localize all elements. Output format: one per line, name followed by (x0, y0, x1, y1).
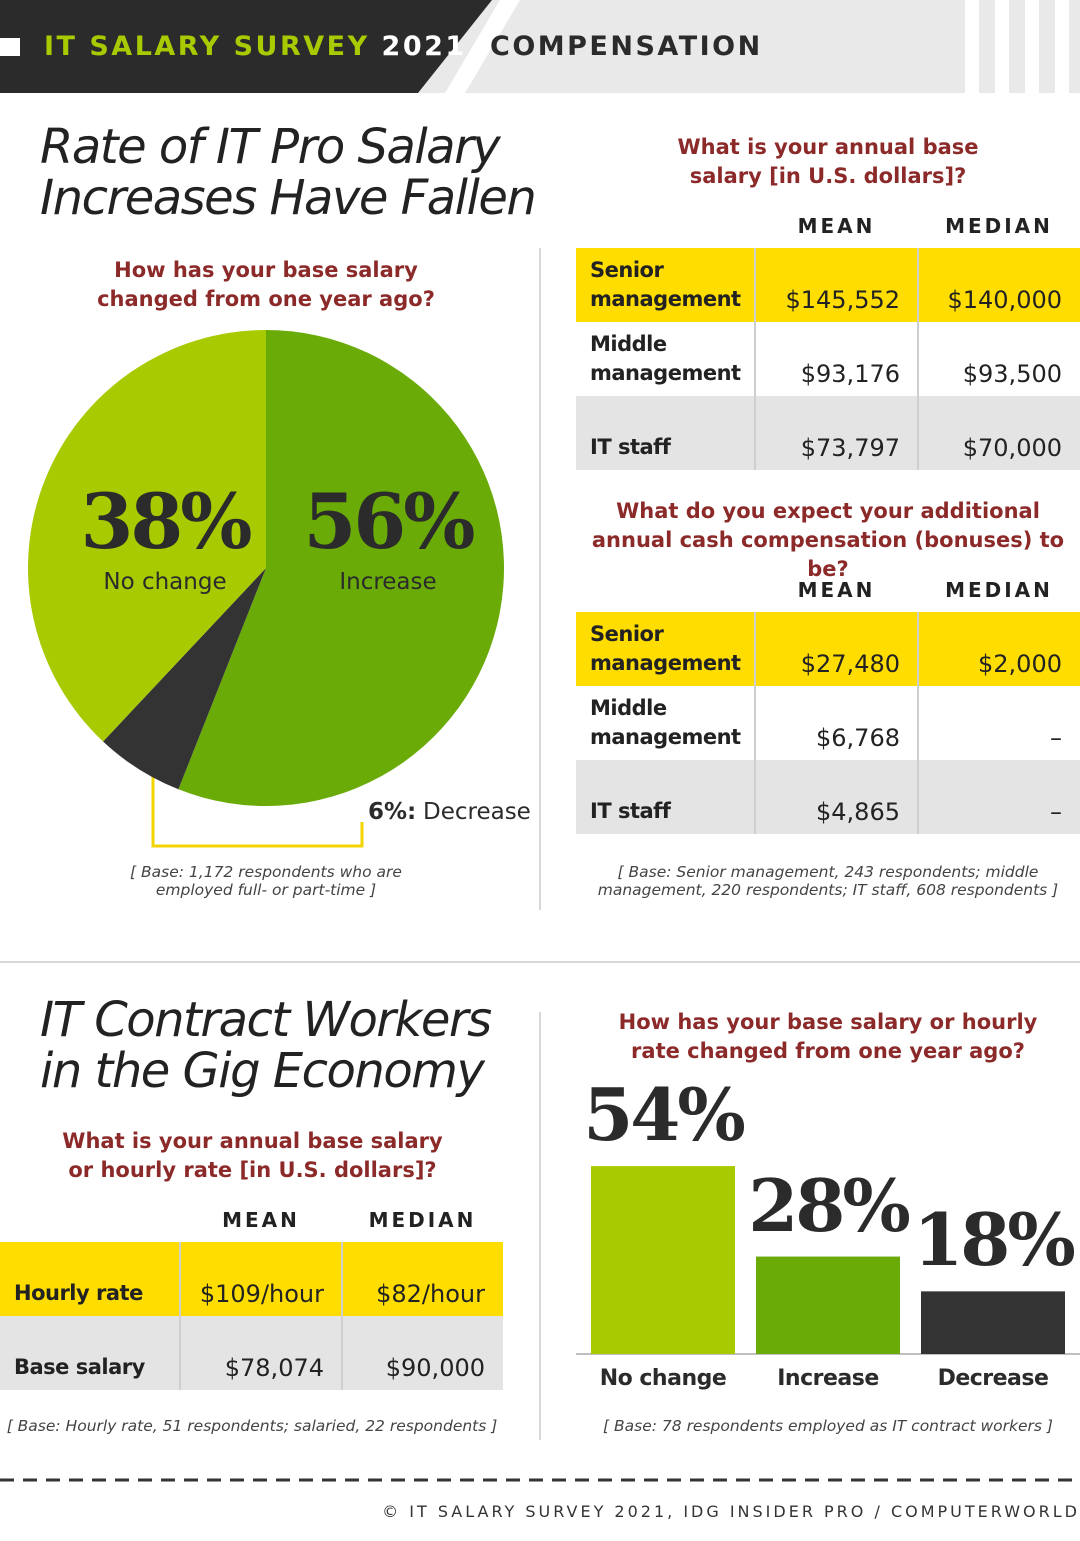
table-row (576, 322, 1080, 396)
question: What is your annual base salary or hourl… (62, 1129, 443, 1182)
mean-value: $4,865 (816, 798, 900, 826)
row-label: IT staff (590, 435, 671, 459)
slice-value: 56% (303, 477, 476, 566)
table-row (576, 248, 1080, 322)
column-header: MEDIAN (945, 214, 1053, 238)
bar-value: 28% (748, 1162, 911, 1248)
footer: © IT SALARY SURVEY 2021, IDG INSIDER PRO… (382, 1502, 1080, 1521)
base-note: [ Base: 1,172 respondents who are employ… (130, 863, 402, 899)
table-row (576, 760, 1080, 834)
row-label: Middle management (590, 332, 741, 385)
slice-label: No change (103, 569, 227, 595)
row-label: IT staff (590, 799, 671, 823)
base-note: [ Base: Hourly rate, 51 respondents; sal… (6, 1417, 498, 1435)
mean-value: $109/hour (199, 1280, 324, 1308)
bar-value: 54% (583, 1072, 746, 1158)
column-header: MEAN (797, 578, 876, 602)
bar-value: 18% (913, 1197, 1076, 1283)
header-slash (445, 0, 520, 93)
mean-value: $145,552 (785, 286, 900, 314)
callout-line (151, 757, 364, 848)
slice-label: Decrease (423, 799, 531, 825)
median-value: – (1050, 724, 1062, 752)
chart-title: How has your base salary changed from on… (97, 258, 435, 311)
pie-slice (28, 330, 266, 742)
mean-value: $78,074 (224, 1354, 324, 1382)
table-row (0, 1316, 503, 1390)
base-note: [ Base: Senior management, 243 responden… (597, 863, 1059, 899)
median-value: – (1050, 798, 1062, 826)
table-row (576, 612, 1080, 686)
section-title: Rate of IT Pro Salary Increases Have Fal… (40, 119, 537, 226)
question: What is your annual base salary [in U.S.… (677, 135, 979, 188)
mean-value: $73,797 (800, 434, 900, 462)
header-dark (0, 0, 492, 93)
median-value: $70,000 (962, 434, 1062, 462)
mean-value: $27,480 (800, 650, 900, 678)
mean-value: $6,768 (816, 724, 900, 752)
section-title: IT Contract Workers in the Gig Economy (40, 992, 492, 1099)
header-stripes (965, 0, 1069, 93)
header-mark (0, 38, 20, 56)
year: 2021 (381, 31, 467, 62)
median-value: $90,000 (385, 1354, 485, 1382)
table-row (0, 1242, 503, 1316)
pie-slice (178, 330, 504, 806)
mean-value: $93,176 (800, 360, 900, 388)
median-value: $93,500 (962, 360, 1062, 388)
table-row (576, 686, 1080, 760)
bar (921, 1291, 1065, 1354)
section-label: COMPENSATION (490, 31, 763, 62)
pie-slice (103, 568, 266, 790)
column-header: MEDIAN (945, 578, 1053, 602)
bar-label: No change (599, 1366, 727, 1391)
column-header: MEDIAN (368, 1208, 477, 1232)
survey: IT SALARY SURVEY (44, 31, 370, 62)
bar (591, 1166, 735, 1354)
row-label: Senior management (590, 258, 741, 311)
slice-value: 6%: (368, 799, 417, 825)
median-value: $140,000 (947, 286, 1062, 314)
row-label: Base salary (14, 1355, 145, 1379)
column-header: MEAN (797, 214, 876, 238)
table-row (576, 396, 1080, 470)
median-value: $2,000 (978, 650, 1062, 678)
median-value: $82/hour (376, 1280, 485, 1308)
column-header: MEAN (222, 1208, 300, 1232)
bar-label: Increase (777, 1366, 879, 1391)
slice-value: 38% (80, 477, 253, 566)
header-title: IT SALARY SURVEY 2021 (44, 30, 467, 64)
slice-label: Increase (339, 569, 437, 595)
question: What do you expect your additional annua… (591, 499, 1065, 581)
bar-label: Decrease (937, 1366, 1049, 1391)
base-note: [ Base: 78 respondents employed as IT co… (603, 1417, 1053, 1435)
row-label: Hourly rate (14, 1281, 143, 1305)
chart-title: How has your base salary or hourly rate … (618, 1010, 1038, 1063)
row-label: Middle management (590, 696, 741, 749)
bar (756, 1256, 900, 1354)
row-label: Senior management (590, 622, 741, 675)
